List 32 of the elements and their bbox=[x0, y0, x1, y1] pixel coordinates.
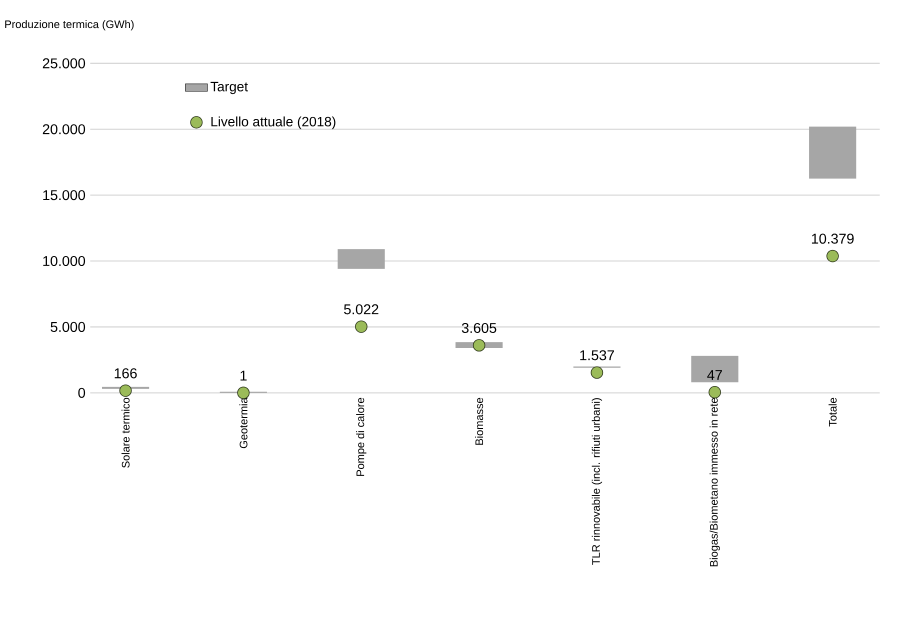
data-label: 1.537 bbox=[580, 350, 614, 360]
y-tick-label: 5.000 bbox=[50, 322, 86, 332]
data-label: 1 bbox=[240, 370, 247, 381]
y-axis-title: Produzione termica (GWh) bbox=[5, 20, 134, 30]
data-label: 10.379 bbox=[812, 234, 854, 244]
x-tick-label: TLR rinnovabile (incl. rifiuti urbani) bbox=[592, 398, 602, 565]
y-tick-label: 15.000 bbox=[43, 190, 86, 200]
y-tick-label: 0 bbox=[78, 388, 86, 398]
legend-label: Livello attuale (2018) bbox=[211, 116, 336, 130]
point bbox=[708, 386, 721, 399]
x-tick-label: Solare termico bbox=[122, 398, 130, 468]
data-label: 47 bbox=[707, 370, 722, 380]
x-tick-label: Biomasse bbox=[475, 398, 484, 445]
legend-label: Target bbox=[210, 82, 248, 94]
x-tick-label: Totale bbox=[828, 398, 837, 427]
point bbox=[472, 339, 486, 352]
data-label: 3.605 bbox=[462, 323, 496, 334]
y-tick-label: 10.000 bbox=[43, 256, 86, 266]
bar bbox=[338, 249, 385, 270]
data-label: 166 bbox=[114, 368, 137, 378]
y-tick-label: 25.000 bbox=[42, 58, 86, 69]
bar bbox=[809, 126, 856, 179]
data-label: 5.022 bbox=[344, 304, 378, 314]
point bbox=[355, 320, 368, 333]
y-tick-label: 20.000 bbox=[42, 124, 86, 134]
point bbox=[826, 250, 839, 262]
point bbox=[590, 366, 604, 379]
bar bbox=[691, 356, 738, 382]
x-tick-label: Pompe di calore bbox=[356, 398, 366, 476]
x-tick-label: Geotermia bbox=[239, 398, 248, 448]
x-tick-label: Biogas/Biometano immesso in rete bbox=[710, 398, 720, 566]
point bbox=[119, 384, 132, 398]
